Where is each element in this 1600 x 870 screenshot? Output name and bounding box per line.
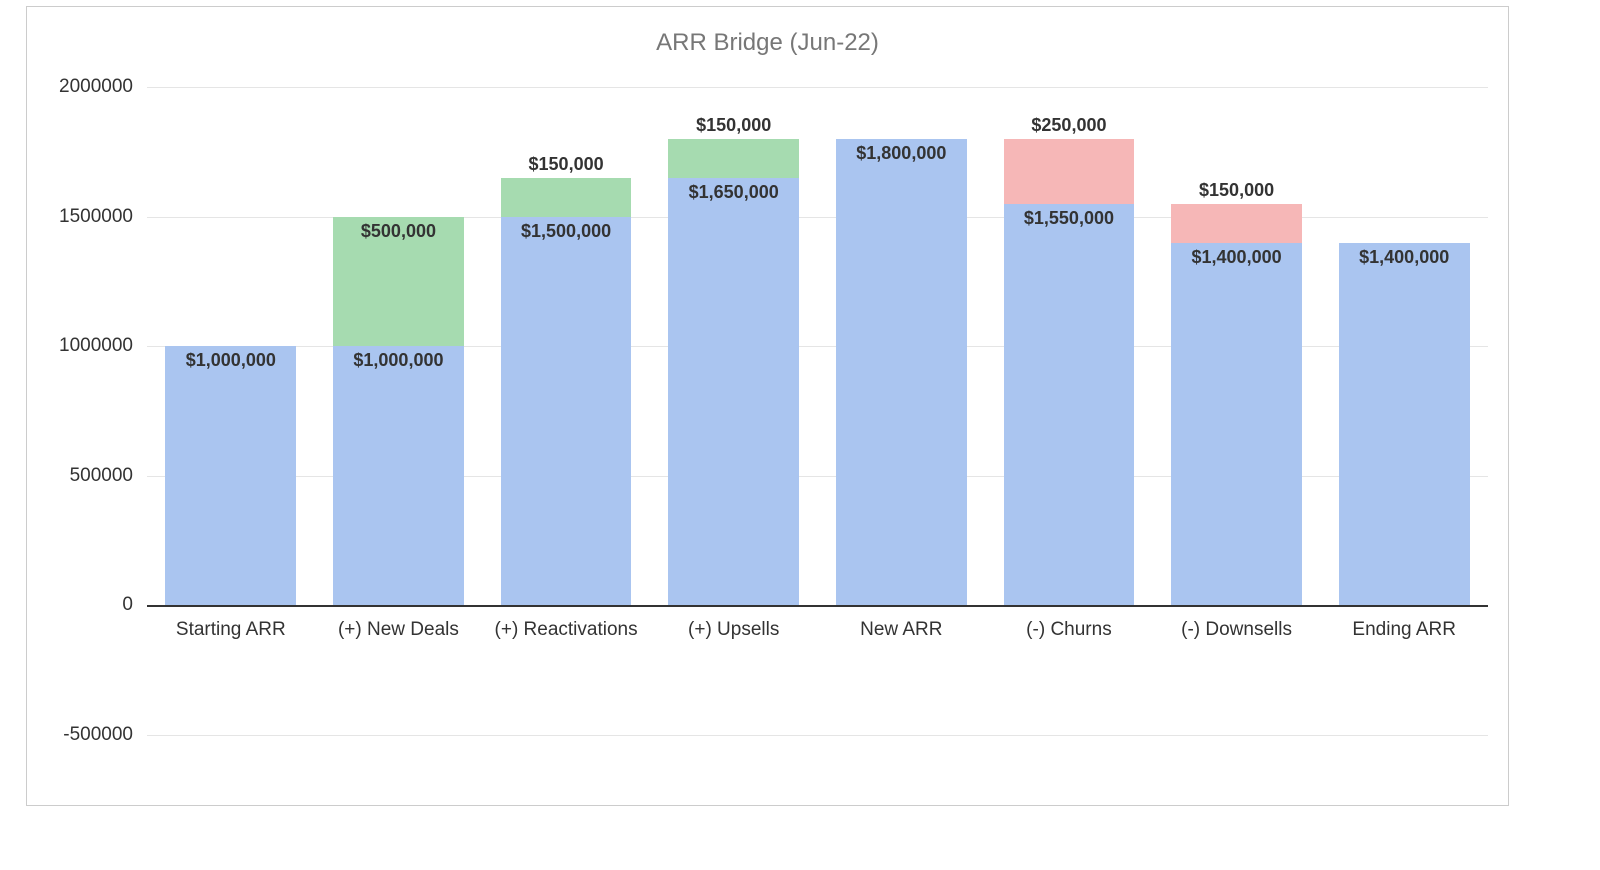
bar-segment xyxy=(1004,139,1135,204)
bar-value-label: $1,000,000 xyxy=(186,350,276,371)
bar-value-label: $1,800,000 xyxy=(856,143,946,164)
bar-value-label: $250,000 xyxy=(1031,115,1106,136)
bar-segment xyxy=(668,178,799,606)
y-tick-label: 1500000 xyxy=(59,206,147,228)
gridline xyxy=(147,735,1488,736)
bar-segment xyxy=(165,346,296,605)
y-tick-label: 2000000 xyxy=(59,76,147,98)
x-tick-label: (-) Downsells xyxy=(1181,605,1292,641)
bar-segment xyxy=(501,217,632,606)
gridline xyxy=(147,87,1488,88)
bar-segment xyxy=(1171,204,1302,243)
bar-segment xyxy=(333,346,464,605)
x-tick-label: (+) Upsells xyxy=(688,605,779,641)
x-tick-label: (+) New Deals xyxy=(338,605,459,641)
x-tick-label: (+) Reactivations xyxy=(495,605,638,641)
bar-value-label: $1,000,000 xyxy=(353,350,443,371)
bar-value-label: $1,500,000 xyxy=(521,221,611,242)
bar-segment xyxy=(668,139,799,178)
bar-value-label: $150,000 xyxy=(1199,180,1274,201)
bar-value-label: $1,400,000 xyxy=(1359,247,1449,268)
plot-area: -5000000500000100000015000002000000$1,00… xyxy=(147,87,1488,735)
bar-segment xyxy=(1339,243,1470,606)
y-tick-label: 1000000 xyxy=(59,335,147,357)
chart-frame: ARR Bridge (Jun-22) -5000000500000100000… xyxy=(26,6,1509,806)
bar-segment xyxy=(501,178,632,217)
x-tick-label: New ARR xyxy=(860,605,942,641)
bar-segment xyxy=(1171,243,1302,606)
bar-value-label: $1,650,000 xyxy=(689,182,779,203)
y-tick-label: 500000 xyxy=(70,465,147,487)
x-tick-label: Ending ARR xyxy=(1352,605,1456,641)
chart-container: ARR Bridge (Jun-22) -5000000500000100000… xyxy=(0,0,1600,870)
bar-value-label: $1,550,000 xyxy=(1024,208,1114,229)
bar-value-label: $150,000 xyxy=(696,115,771,136)
bar-value-label: $500,000 xyxy=(361,221,436,242)
y-tick-label: -500000 xyxy=(63,724,147,746)
bar-value-label: $1,400,000 xyxy=(1192,247,1282,268)
x-tick-label: Starting ARR xyxy=(176,605,286,641)
x-tick-label: (-) Churns xyxy=(1026,605,1112,641)
y-tick-label: 0 xyxy=(122,594,147,616)
bar-segment xyxy=(1004,204,1135,606)
bar-value-label: $150,000 xyxy=(529,154,604,175)
chart-title: ARR Bridge (Jun-22) xyxy=(27,29,1508,57)
bar-segment xyxy=(836,139,967,606)
